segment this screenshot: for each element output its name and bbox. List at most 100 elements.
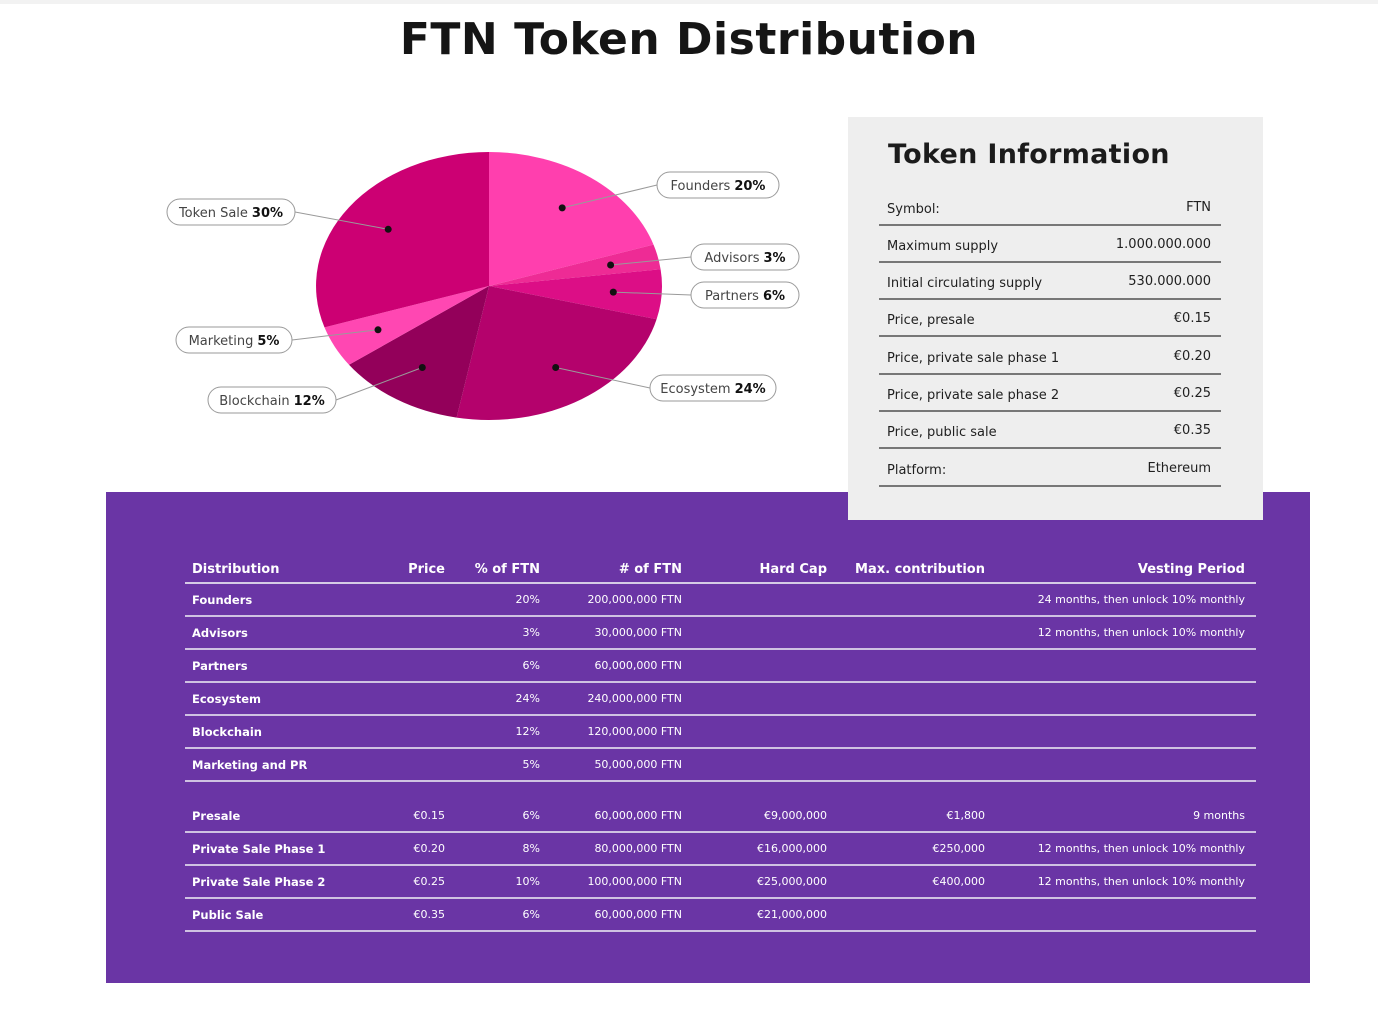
callout-line-blockchain — [335, 367, 423, 401]
table-row: Blockchain 12% 120,000,000 FTN — [185, 715, 1256, 749]
callout-line-partners — [613, 291, 692, 296]
cell-vesting — [985, 715, 1256, 749]
cell-pct: 3% — [445, 616, 540, 650]
table-row: Private Sale Phase 2 €0.25 10% 100,000,000 … — [185, 865, 1256, 899]
pie-slice-token-sale — [316, 152, 489, 328]
token-info-label: Symbol: — [887, 202, 940, 217]
slice-name: Blockchain — [219, 394, 289, 409]
cell-hardcap — [682, 583, 827, 617]
cell-price: €0.20 — [375, 832, 445, 866]
token-info-label: Price, public sale — [887, 425, 997, 440]
token-info-value: €0.35 — [1173, 423, 1211, 438]
cell-name: Public Sale — [185, 898, 375, 932]
token-info-value: €0.20 — [1173, 349, 1211, 364]
slice-name: Marketing — [189, 334, 254, 349]
cell-maxcontrib: €400,000 — [827, 865, 985, 899]
cell-hardcap: €21,000,000 — [682, 898, 827, 932]
cell-vesting: 24 months, then unlock 10% monthly — [985, 583, 1256, 617]
cell-pct: 6% — [445, 649, 540, 683]
cell-pct: 6% — [445, 800, 540, 833]
token-info-row: Price, private sale phase 1 €0.20 — [879, 339, 1221, 375]
cell-maxcontrib: €1,800 — [827, 800, 985, 833]
token-info-row: Price, public sale €0.35 — [879, 413, 1221, 449]
cell-maxcontrib — [827, 682, 985, 716]
token-info-value: Ethereum — [1147, 461, 1211, 476]
callout-dot-founders — [558, 204, 566, 212]
cell-price — [375, 682, 445, 716]
callout-label-partners: Partners 6% — [705, 289, 785, 304]
token-info-label: Platform: — [887, 463, 947, 478]
token-info-row: Initial circulating supply 530.000.000 — [879, 264, 1221, 300]
cell-price: €0.15 — [375, 800, 445, 833]
token-info-row: Platform: Ethereum — [879, 451, 1221, 487]
header-pct: % of FTN — [445, 540, 540, 584]
cell-hardcap: €9,000,000 — [682, 800, 827, 833]
distribution-pie-chart: Founders 20% Advisors 3% Partners 6% Ecosystem… — [166, 152, 800, 420]
table-row: Advisors 3% 30,000,000 FTN 12 months, then … — [185, 616, 1256, 650]
cell-name: Partners — [185, 649, 375, 683]
token-info-row: Maximum supply 1.000.000.000 — [879, 227, 1221, 263]
callout-dot-token-sale — [384, 225, 392, 233]
pie-slice-advisors — [489, 244, 661, 286]
slice-name: Ecosystem — [660, 382, 730, 397]
callout-label-founders: Founders 20% — [671, 179, 766, 194]
callout-pill-founders — [656, 171, 780, 199]
callout-dot-marketing — [374, 326, 382, 334]
cell-pct: 24% — [445, 682, 540, 716]
callout-pill-ecosystem — [649, 374, 777, 402]
table-row: Marketing and PR 5% 50,000,000 FTN — [185, 748, 1256, 782]
callout-label-advisors: Advisors 3% — [704, 251, 785, 266]
header-maxcontrib: Max. contribution — [827, 540, 985, 584]
cell-pct: 20% — [445, 583, 540, 617]
pie-slice-founders — [489, 152, 654, 286]
token-info-value: FTN — [1186, 200, 1211, 215]
cell-num: 50,000,000 FTN — [540, 748, 682, 782]
distribution-table-body: Founders 20% 200,000,000 FTN 24 months, the… — [185, 583, 1256, 932]
cell-num: 80,000,000 FTN — [540, 832, 682, 866]
cell-vesting: 12 months, then unlock 10% monthly — [985, 865, 1256, 899]
cell-name: Private Sale Phase 1 — [185, 832, 375, 866]
callout-line-ecosystem — [555, 367, 651, 389]
cell-vesting — [985, 682, 1256, 716]
cell-num: 100,000,000 FTN — [540, 865, 682, 899]
cell-pct: 5% — [445, 748, 540, 782]
pie-slice-marketing — [324, 286, 489, 365]
slice-percent: 12% — [294, 394, 325, 409]
cell-vesting — [985, 898, 1256, 932]
cell-num: 60,000,000 FTN — [540, 898, 682, 932]
page-title: FTN Token Distribution — [399, 14, 979, 65]
cell-name: Marketing and PR — [185, 748, 375, 782]
cell-hardcap — [682, 616, 827, 650]
cell-price — [375, 715, 445, 749]
cell-num: 30,000,000 FTN — [540, 616, 682, 650]
cell-price: €0.35 — [375, 898, 445, 932]
slice-name: Advisors — [704, 251, 759, 266]
table-row: Presale €0.15 6% 60,000,000 FTN €9,000,000 €1… — [185, 800, 1256, 833]
table-row: Public Sale €0.35 6% 60,000,000 FTN €21,000,… — [185, 898, 1256, 932]
slice-percent: 5% — [257, 334, 279, 349]
slice-name: Token Sale — [178, 206, 248, 221]
token-info-row: Symbol: FTN — [879, 190, 1221, 226]
cell-name: Private Sale Phase 2 — [185, 865, 375, 899]
cell-hardcap: €25,000,000 — [682, 865, 827, 899]
cell-price — [375, 649, 445, 683]
pie-slice-blockchain — [349, 286, 489, 418]
cell-vesting: 12 months, then unlock 10% monthly — [985, 616, 1256, 650]
token-info-row: Price, presale €0.15 — [879, 301, 1221, 337]
cell-maxcontrib — [827, 583, 985, 617]
slice-percent: 20% — [734, 179, 765, 194]
callout-dot-blockchain — [418, 364, 426, 371]
table-header-row: Distribution Price % of FTN # of FTN Har… — [185, 540, 1256, 584]
token-information-title: Token Information — [888, 139, 1170, 170]
slice-percent: 6% — [763, 289, 785, 304]
callout-dot-advisors — [607, 261, 615, 269]
callout-dot-partners — [609, 288, 617, 296]
cell-name: Blockchain — [185, 715, 375, 749]
callout-label-token-sale: Token Sale 30% — [178, 206, 283, 221]
callout-line-token-sale — [294, 211, 389, 230]
cell-num: 60,000,000 FTN — [540, 800, 682, 833]
callout-label-marketing: Marketing 5% — [189, 334, 280, 349]
slice-name: Partners — [705, 289, 759, 304]
cell-maxcontrib — [827, 898, 985, 932]
cell-vesting: 12 months, then unlock 10% monthly — [985, 832, 1256, 866]
